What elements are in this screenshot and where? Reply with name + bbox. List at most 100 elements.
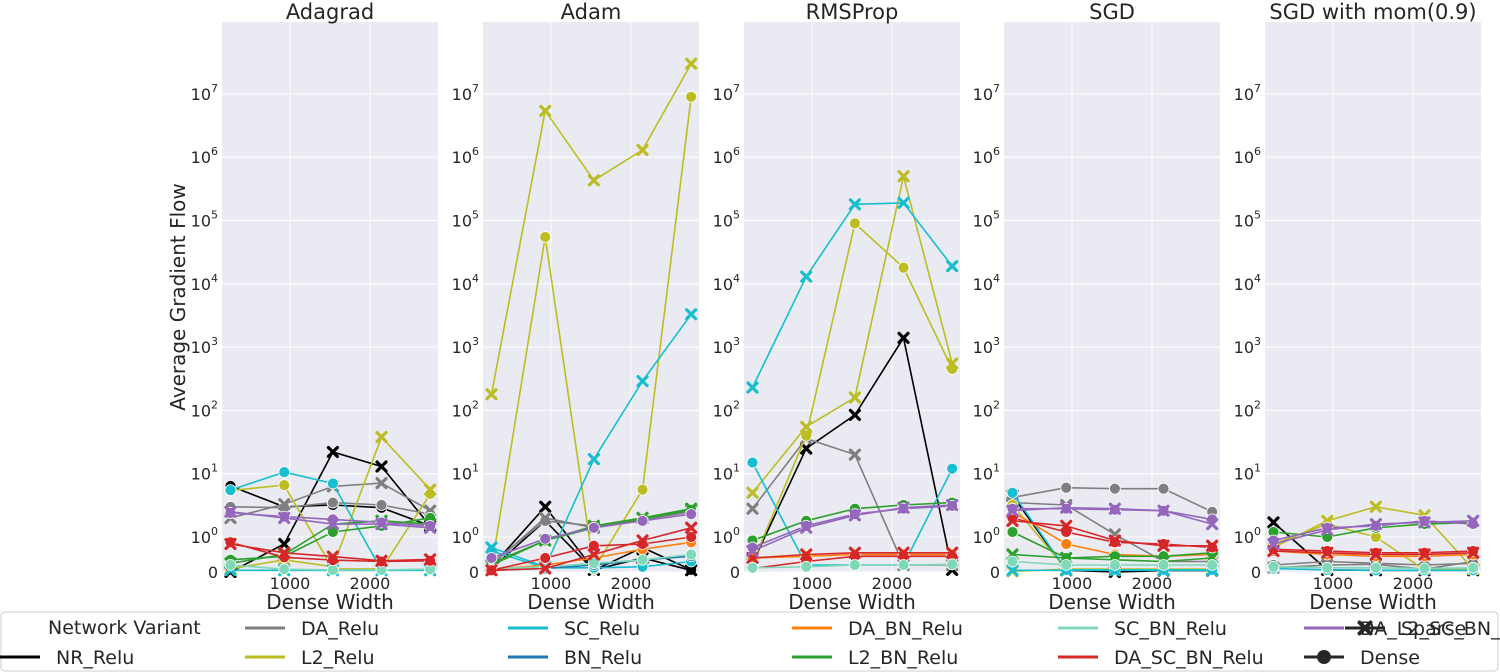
x-tick-label: 1000 xyxy=(1052,574,1093,593)
data-point-sparse xyxy=(897,170,910,183)
x-axis-label: Dense Width xyxy=(1309,590,1437,614)
data-point-dense xyxy=(278,563,291,576)
y-tick-label: 105 xyxy=(1234,209,1261,231)
data-point-sparse xyxy=(1467,546,1480,559)
data-point-sparse xyxy=(848,198,861,211)
legend-label: SC_BN_Relu xyxy=(1114,618,1227,640)
y-tick-label: 104 xyxy=(1234,272,1261,294)
data-point-dense xyxy=(326,477,339,490)
y-tick-label: 105 xyxy=(973,209,1000,231)
legend-entry-sc-relu: SC_Relu xyxy=(508,618,640,640)
data-point-dense xyxy=(326,564,339,576)
data-point-sparse xyxy=(278,546,291,559)
data-point-sparse xyxy=(685,521,698,534)
legend-entry-da-bn-relu: DA_BN_Relu xyxy=(792,618,963,640)
series-group xyxy=(1006,481,1219,578)
data-point-dense xyxy=(1006,555,1019,568)
y-tick-label: 102 xyxy=(973,398,1000,420)
y-tick-label: 0 xyxy=(1251,563,1261,582)
data-point-sparse xyxy=(587,548,600,561)
data-point-sparse xyxy=(685,308,698,321)
x-axis-label: Dense Width xyxy=(1048,590,1176,614)
x-tick-label: 1000 xyxy=(531,574,572,593)
data-point-dense xyxy=(1006,486,1019,499)
data-point-sparse xyxy=(375,430,388,444)
panel-title: SGD with mom(0.9) xyxy=(1269,0,1476,24)
x-tick-label: 1000 xyxy=(270,574,311,593)
y-tick-label: 100 xyxy=(452,525,479,547)
data-point-dense xyxy=(587,539,600,552)
x-tick-label: 1000 xyxy=(792,574,833,593)
data-point-dense xyxy=(1369,561,1382,574)
legend-label: DA_BN_Relu xyxy=(848,618,963,640)
data-point-sparse xyxy=(848,509,861,522)
panel-rmsprop: RMSProp 0 100 101 102 103 104 105 106 107 1000 2000… xyxy=(713,0,960,614)
y-tick-label: 106 xyxy=(1234,145,1261,167)
data-point-dense xyxy=(1418,562,1431,575)
data-point-dense xyxy=(587,557,600,570)
data-point-sparse xyxy=(539,104,552,117)
data-point-sparse xyxy=(224,537,237,551)
data-point-dense xyxy=(326,526,339,538)
data-point-sparse xyxy=(278,537,291,551)
legend-marker-dense xyxy=(1317,650,1331,664)
data-point-sparse xyxy=(848,391,861,404)
data-point-sparse xyxy=(636,143,649,157)
data-point-sparse xyxy=(278,511,291,525)
data-point-dense xyxy=(746,561,759,574)
y-tick-label: 100 xyxy=(713,525,740,547)
y-tick-label: 105 xyxy=(452,209,479,231)
data-point-sparse xyxy=(746,486,759,499)
y-tick-label: 106 xyxy=(713,145,740,167)
data-point-sparse xyxy=(326,445,339,459)
data-point-dense xyxy=(326,496,339,509)
data-point-dense xyxy=(1060,559,1073,571)
data-point-sparse xyxy=(224,505,237,518)
data-point-sparse xyxy=(1060,519,1073,532)
legend-label: DA_SC_BN_Relu xyxy=(1114,647,1264,669)
data-point-sparse xyxy=(539,500,552,513)
data-point-sparse xyxy=(1267,537,1280,551)
data-point-sparse xyxy=(1060,501,1073,514)
data-point-dense xyxy=(539,532,552,545)
data-point-sparse xyxy=(636,375,649,388)
y-tick-label: 103 xyxy=(713,335,740,357)
data-point-dense xyxy=(1206,559,1219,571)
y-tick-label: 101 xyxy=(452,462,479,484)
legend-label: L2_BN_Relu xyxy=(848,647,958,669)
x-tick-label: 2000 xyxy=(611,574,652,593)
y-tick-label: 101 xyxy=(973,462,1000,484)
data-point-sparse xyxy=(1108,502,1121,515)
series-group xyxy=(485,57,698,577)
y-tick-label: 104 xyxy=(973,272,1000,294)
data-point-sparse xyxy=(946,357,959,370)
y-tick-label: 106 xyxy=(452,145,479,167)
data-point-sparse xyxy=(946,498,959,512)
data-point-dense xyxy=(685,90,698,103)
data-point-sparse xyxy=(1108,534,1121,547)
panel-adagrad: Adagrad 0 100 101 102 103 104 105 106 107 1000 2000… xyxy=(191,0,438,614)
data-point-sparse xyxy=(897,196,910,209)
data-point-dense xyxy=(485,552,498,564)
data-point-dense xyxy=(1467,561,1480,574)
y-tick-label: 107 xyxy=(1234,82,1261,104)
plot-background xyxy=(744,22,960,572)
legend-label: SC_Relu xyxy=(564,618,640,640)
legend-label: L2_Relu xyxy=(301,647,375,669)
data-point-sparse xyxy=(278,498,291,511)
y-tick-label: 101 xyxy=(1234,462,1261,484)
y-tick-label: 104 xyxy=(191,272,218,294)
panel-title: Adam xyxy=(561,0,622,24)
legend-label: DA_L2_SC_BN_Relu xyxy=(1360,618,1500,640)
data-point-sparse xyxy=(1321,523,1334,536)
y-tick-label: 101 xyxy=(713,462,740,484)
data-point-sparse xyxy=(848,408,861,421)
data-point-dense xyxy=(800,560,813,573)
y-tick-label: 103 xyxy=(191,335,218,357)
data-point-sparse xyxy=(685,564,698,577)
data-point-sparse xyxy=(1206,517,1219,531)
x-tick-label: 1000 xyxy=(1313,574,1354,593)
data-point-sparse xyxy=(1369,517,1382,531)
y-tick-label: 100 xyxy=(191,525,218,547)
